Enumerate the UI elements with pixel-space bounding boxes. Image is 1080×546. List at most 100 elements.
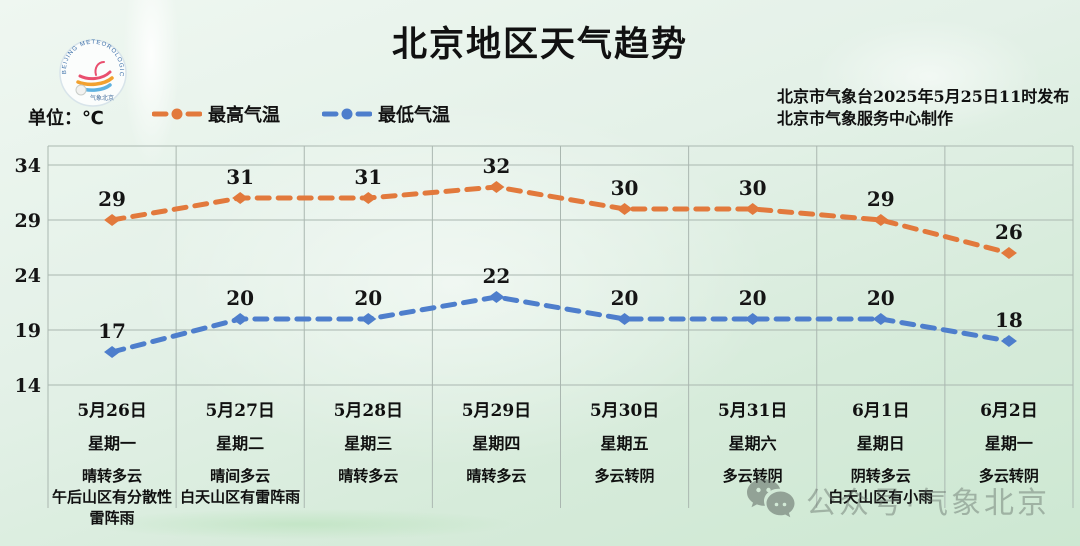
- high-temp-point: [360, 192, 377, 204]
- high-temp-value-label: 31: [226, 165, 254, 189]
- day-weather: 阴转多云 白天山区有小雨: [817, 466, 945, 508]
- high-temp-point: [1000, 247, 1017, 259]
- watermark: 公众号·气象北京: [746, 478, 1050, 522]
- low-temp-point: [488, 291, 505, 303]
- weather-line: 晴转多云: [338, 467, 399, 485]
- y-tick-label: 29: [15, 210, 41, 232]
- watermark-text: 公众号·气象北京: [806, 487, 1050, 520]
- day-date: 5月28日: [333, 401, 404, 421]
- low-temp-value-label: 20: [226, 286, 254, 310]
- weather-line: 雷阵雨: [89, 509, 135, 527]
- low-temp-value-label: 20: [739, 286, 767, 310]
- high-temp-value-label: 32: [483, 154, 511, 178]
- logo-balloon: [75, 84, 87, 96]
- day-column: 5月26日 星期一 晴转多云 午后山区有分散性 雷阵雨: [48, 396, 176, 529]
- day-weather: 晴转多云: [304, 466, 432, 487]
- day-week: 星期一: [984, 434, 1033, 453]
- day-date: 6月1日: [851, 401, 910, 421]
- low-temp-value-label: 20: [354, 286, 382, 310]
- high-temp-value-label: 30: [611, 176, 639, 200]
- day-column: 5月31日 星期六 多云转阴: [689, 396, 817, 529]
- weather-line: 晴转多云: [82, 467, 143, 485]
- high-temp-point: [744, 203, 761, 215]
- high-temp-value-label: 26: [995, 220, 1023, 244]
- page-title: 北京地区天气趋势: [391, 25, 688, 64]
- low-temp-value-label: 20: [867, 286, 895, 310]
- low-temp-point: [616, 313, 633, 325]
- day-date: 5月31日: [717, 401, 788, 421]
- day-week: 星期四: [472, 434, 521, 453]
- logo-red-swoosh: [78, 70, 112, 81]
- low-temp-line: [109, 294, 1012, 355]
- high-temp-line-sample-icon: [152, 108, 202, 120]
- logo-small-swoosh: [94, 61, 105, 76]
- low-temp-point: [104, 346, 121, 358]
- day-column: 5月29日 星期四 晴转多云: [432, 396, 560, 529]
- legend-item-low: 最低气温: [322, 101, 450, 127]
- day-column: 6月2日 星期一 多云转阴: [945, 396, 1073, 529]
- high-temp-point: [616, 203, 633, 215]
- high-temp-point: [488, 181, 505, 193]
- y-tick-label: 14: [15, 375, 41, 397]
- high-temp-value-label: 30: [739, 176, 767, 200]
- y-tick-label: 19: [15, 320, 41, 342]
- day-weather: 晴转多云: [432, 466, 560, 487]
- weather-line: 白天山区有小雨: [828, 488, 934, 506]
- day-labels-row: 5月26日 星期一 晴转多云 午后山区有分散性 雷阵雨 5月27日 星期二 晴间…: [48, 396, 1073, 529]
- day-column: 6月1日 星期日 阴转多云 白天山区有小雨: [817, 396, 945, 529]
- weather-line: 阴转多云: [850, 467, 911, 485]
- weather-line: 多云转阴: [594, 467, 655, 485]
- publisher-info: 北京市气象台2025年5月25日11时发布 北京市气象服务中心制作: [777, 86, 1069, 130]
- logo-bottom-text: 气象北京: [90, 94, 114, 102]
- low-temp-value-label: 18: [995, 308, 1023, 332]
- low-temp-line-sample-icon: [322, 108, 372, 120]
- low-temp-value-label: 22: [483, 264, 511, 288]
- low-temp-point: [1000, 335, 1017, 347]
- low-temp-point: [744, 313, 761, 325]
- day-weather: 多云转阴: [945, 466, 1073, 487]
- legend-low-label: 最低气温: [378, 105, 450, 125]
- day-weather: 晴间多云 白天山区有雷阵雨: [176, 466, 304, 508]
- day-date: 5月29日: [461, 401, 532, 421]
- high-temp-point: [104, 214, 121, 226]
- low-temp-point: [360, 313, 377, 325]
- legend-item-high: 最高气温: [152, 101, 280, 127]
- logo-orange-swoosh: [76, 76, 114, 87]
- low-temp-point: [232, 313, 249, 325]
- bureau-logo-icon: BEIJING METEOROLOGICAL SERVICE 气象北京: [55, 34, 127, 107]
- weather-line: 午后山区有分散性: [52, 488, 173, 506]
- day-week: 星期二: [216, 434, 265, 453]
- day-week: 星期一: [88, 434, 137, 453]
- y-tick-label: 34: [15, 155, 41, 177]
- producer-line: 北京市气象服务中心制作: [777, 109, 954, 128]
- low-temp-value-label: 17: [98, 319, 126, 343]
- high-temp-point: [872, 214, 889, 226]
- day-week: 星期六: [728, 434, 777, 453]
- bureau-logo: BEIJING METEOROLOGICAL SERVICE 气象北京: [55, 34, 128, 108]
- day-week: 星期三: [344, 434, 393, 453]
- weather-line: 白天山区有雷阵雨: [180, 488, 301, 506]
- weather-line: 晴转多云: [466, 467, 527, 485]
- y-tick-label: 24: [15, 265, 41, 287]
- high-temp-line: [109, 184, 1012, 256]
- day-week: 星期五: [600, 434, 649, 453]
- low-temp-value-label: 20: [611, 286, 639, 310]
- day-column: 5月30日 星期五 多云转阴: [561, 396, 689, 529]
- day-week: 星期日: [856, 434, 905, 453]
- day-weather: 多云转阴: [561, 466, 689, 487]
- day-date: 6月2日: [980, 401, 1038, 421]
- weather-line: 多云转阴: [978, 467, 1039, 485]
- high-temp-value-label: 29: [867, 187, 895, 211]
- wechat-icon: [747, 479, 795, 518]
- day-date: 5月30日: [589, 401, 660, 421]
- day-column: 5月27日 星期二 晴间多云 白天山区有雷阵雨: [176, 396, 304, 529]
- publish-line: 北京市气象台2025年5月25日11时发布: [777, 87, 1070, 106]
- weather-line: 晴间多云: [210, 467, 271, 485]
- unit-label: 单位：℃: [28, 108, 104, 128]
- day-column: 5月28日 星期三 晴转多云: [304, 396, 432, 529]
- high-temp-value-label: 29: [98, 187, 126, 211]
- high-temp-point: [232, 192, 249, 204]
- low-temp-point: [872, 313, 889, 325]
- day-weather: 晴转多云 午后山区有分散性 雷阵雨: [48, 466, 176, 529]
